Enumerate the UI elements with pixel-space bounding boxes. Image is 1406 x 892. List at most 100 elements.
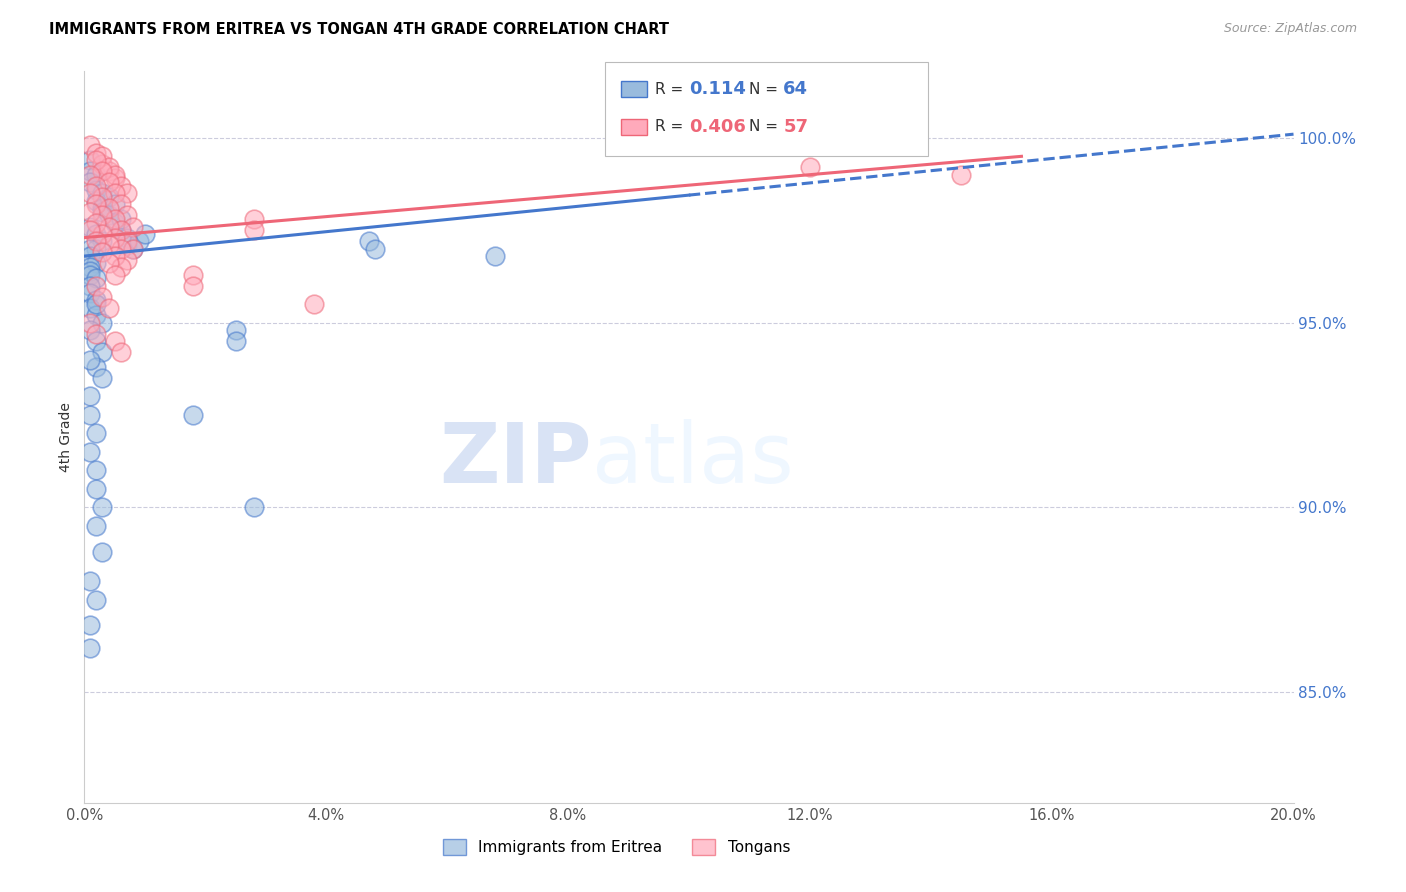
- Point: [86, 326, 108, 341]
- Point: [91, 290, 114, 304]
- Text: R =: R =: [655, 82, 689, 96]
- Point: [79, 323, 101, 337]
- Point: [950, 168, 973, 182]
- Point: [91, 371, 114, 385]
- Point: [86, 235, 108, 249]
- Point: [79, 249, 101, 263]
- Point: [115, 186, 138, 201]
- Point: [242, 500, 264, 515]
- Point: [86, 308, 108, 322]
- Point: [79, 285, 101, 300]
- Text: 57: 57: [783, 118, 808, 136]
- Point: [86, 297, 108, 311]
- Point: [110, 242, 132, 256]
- Point: [110, 223, 132, 237]
- Point: [104, 268, 127, 282]
- Point: [86, 271, 108, 285]
- Point: [91, 149, 114, 163]
- Point: [79, 175, 101, 189]
- Point: [86, 242, 108, 256]
- Point: [115, 238, 138, 252]
- Point: [79, 574, 101, 589]
- Text: Source: ZipAtlas.com: Source: ZipAtlas.com: [1223, 22, 1357, 36]
- Point: [79, 640, 101, 655]
- Point: [242, 223, 264, 237]
- Legend: Immigrants from Eritrea, Tongans: Immigrants from Eritrea, Tongans: [436, 833, 796, 861]
- Point: [86, 463, 108, 477]
- Point: [91, 227, 114, 241]
- Point: [79, 153, 101, 167]
- Point: [484, 249, 506, 263]
- Point: [86, 518, 108, 533]
- Point: [97, 175, 120, 189]
- Point: [86, 256, 108, 270]
- Point: [79, 408, 101, 422]
- Point: [104, 249, 127, 263]
- Point: [110, 260, 132, 274]
- Point: [79, 223, 101, 237]
- Point: [86, 592, 108, 607]
- Text: R =: R =: [655, 120, 689, 134]
- Point: [91, 157, 114, 171]
- Point: [79, 168, 101, 182]
- Point: [181, 268, 204, 282]
- Point: [104, 171, 127, 186]
- Point: [104, 216, 127, 230]
- Point: [79, 264, 101, 278]
- Point: [79, 219, 101, 234]
- Point: [86, 178, 108, 193]
- Point: [79, 186, 101, 201]
- Point: [110, 345, 132, 359]
- Point: [104, 168, 127, 182]
- Point: [225, 334, 247, 348]
- Point: [86, 183, 108, 197]
- Point: [97, 164, 120, 178]
- Point: [86, 168, 108, 182]
- Point: [91, 316, 114, 330]
- Point: [79, 204, 101, 219]
- Point: [225, 323, 247, 337]
- Point: [181, 408, 204, 422]
- Point: [91, 204, 114, 219]
- Point: [110, 212, 132, 227]
- Point: [242, 212, 264, 227]
- Y-axis label: 4th Grade: 4th Grade: [59, 402, 73, 472]
- Point: [104, 197, 127, 211]
- Point: [104, 334, 127, 348]
- Point: [86, 227, 108, 241]
- Point: [91, 544, 114, 558]
- Point: [86, 194, 108, 208]
- Point: [86, 197, 108, 211]
- Text: N =: N =: [749, 120, 783, 134]
- Point: [79, 260, 101, 274]
- Point: [79, 352, 101, 367]
- Point: [97, 190, 120, 204]
- Point: [79, 316, 101, 330]
- Point: [181, 278, 204, 293]
- Point: [79, 301, 101, 315]
- Point: [91, 201, 114, 215]
- Point: [79, 278, 101, 293]
- Point: [86, 359, 108, 374]
- Point: [79, 164, 101, 178]
- Text: IMMIGRANTS FROM ERITREA VS TONGAN 4TH GRADE CORRELATION CHART: IMMIGRANTS FROM ERITREA VS TONGAN 4TH GR…: [49, 22, 669, 37]
- Point: [357, 235, 380, 249]
- Point: [115, 230, 138, 244]
- Point: [91, 500, 114, 515]
- Point: [104, 186, 127, 201]
- Point: [799, 161, 821, 175]
- Point: [91, 245, 114, 260]
- Point: [79, 268, 101, 282]
- Point: [115, 209, 138, 223]
- Point: [97, 219, 120, 234]
- Point: [302, 297, 325, 311]
- Point: [91, 235, 114, 249]
- Text: ZIP: ZIP: [440, 418, 592, 500]
- Point: [97, 209, 120, 223]
- Point: [121, 242, 143, 256]
- Point: [79, 445, 101, 459]
- Point: [104, 212, 127, 227]
- Point: [79, 242, 101, 256]
- Point: [91, 186, 114, 201]
- Point: [86, 153, 108, 167]
